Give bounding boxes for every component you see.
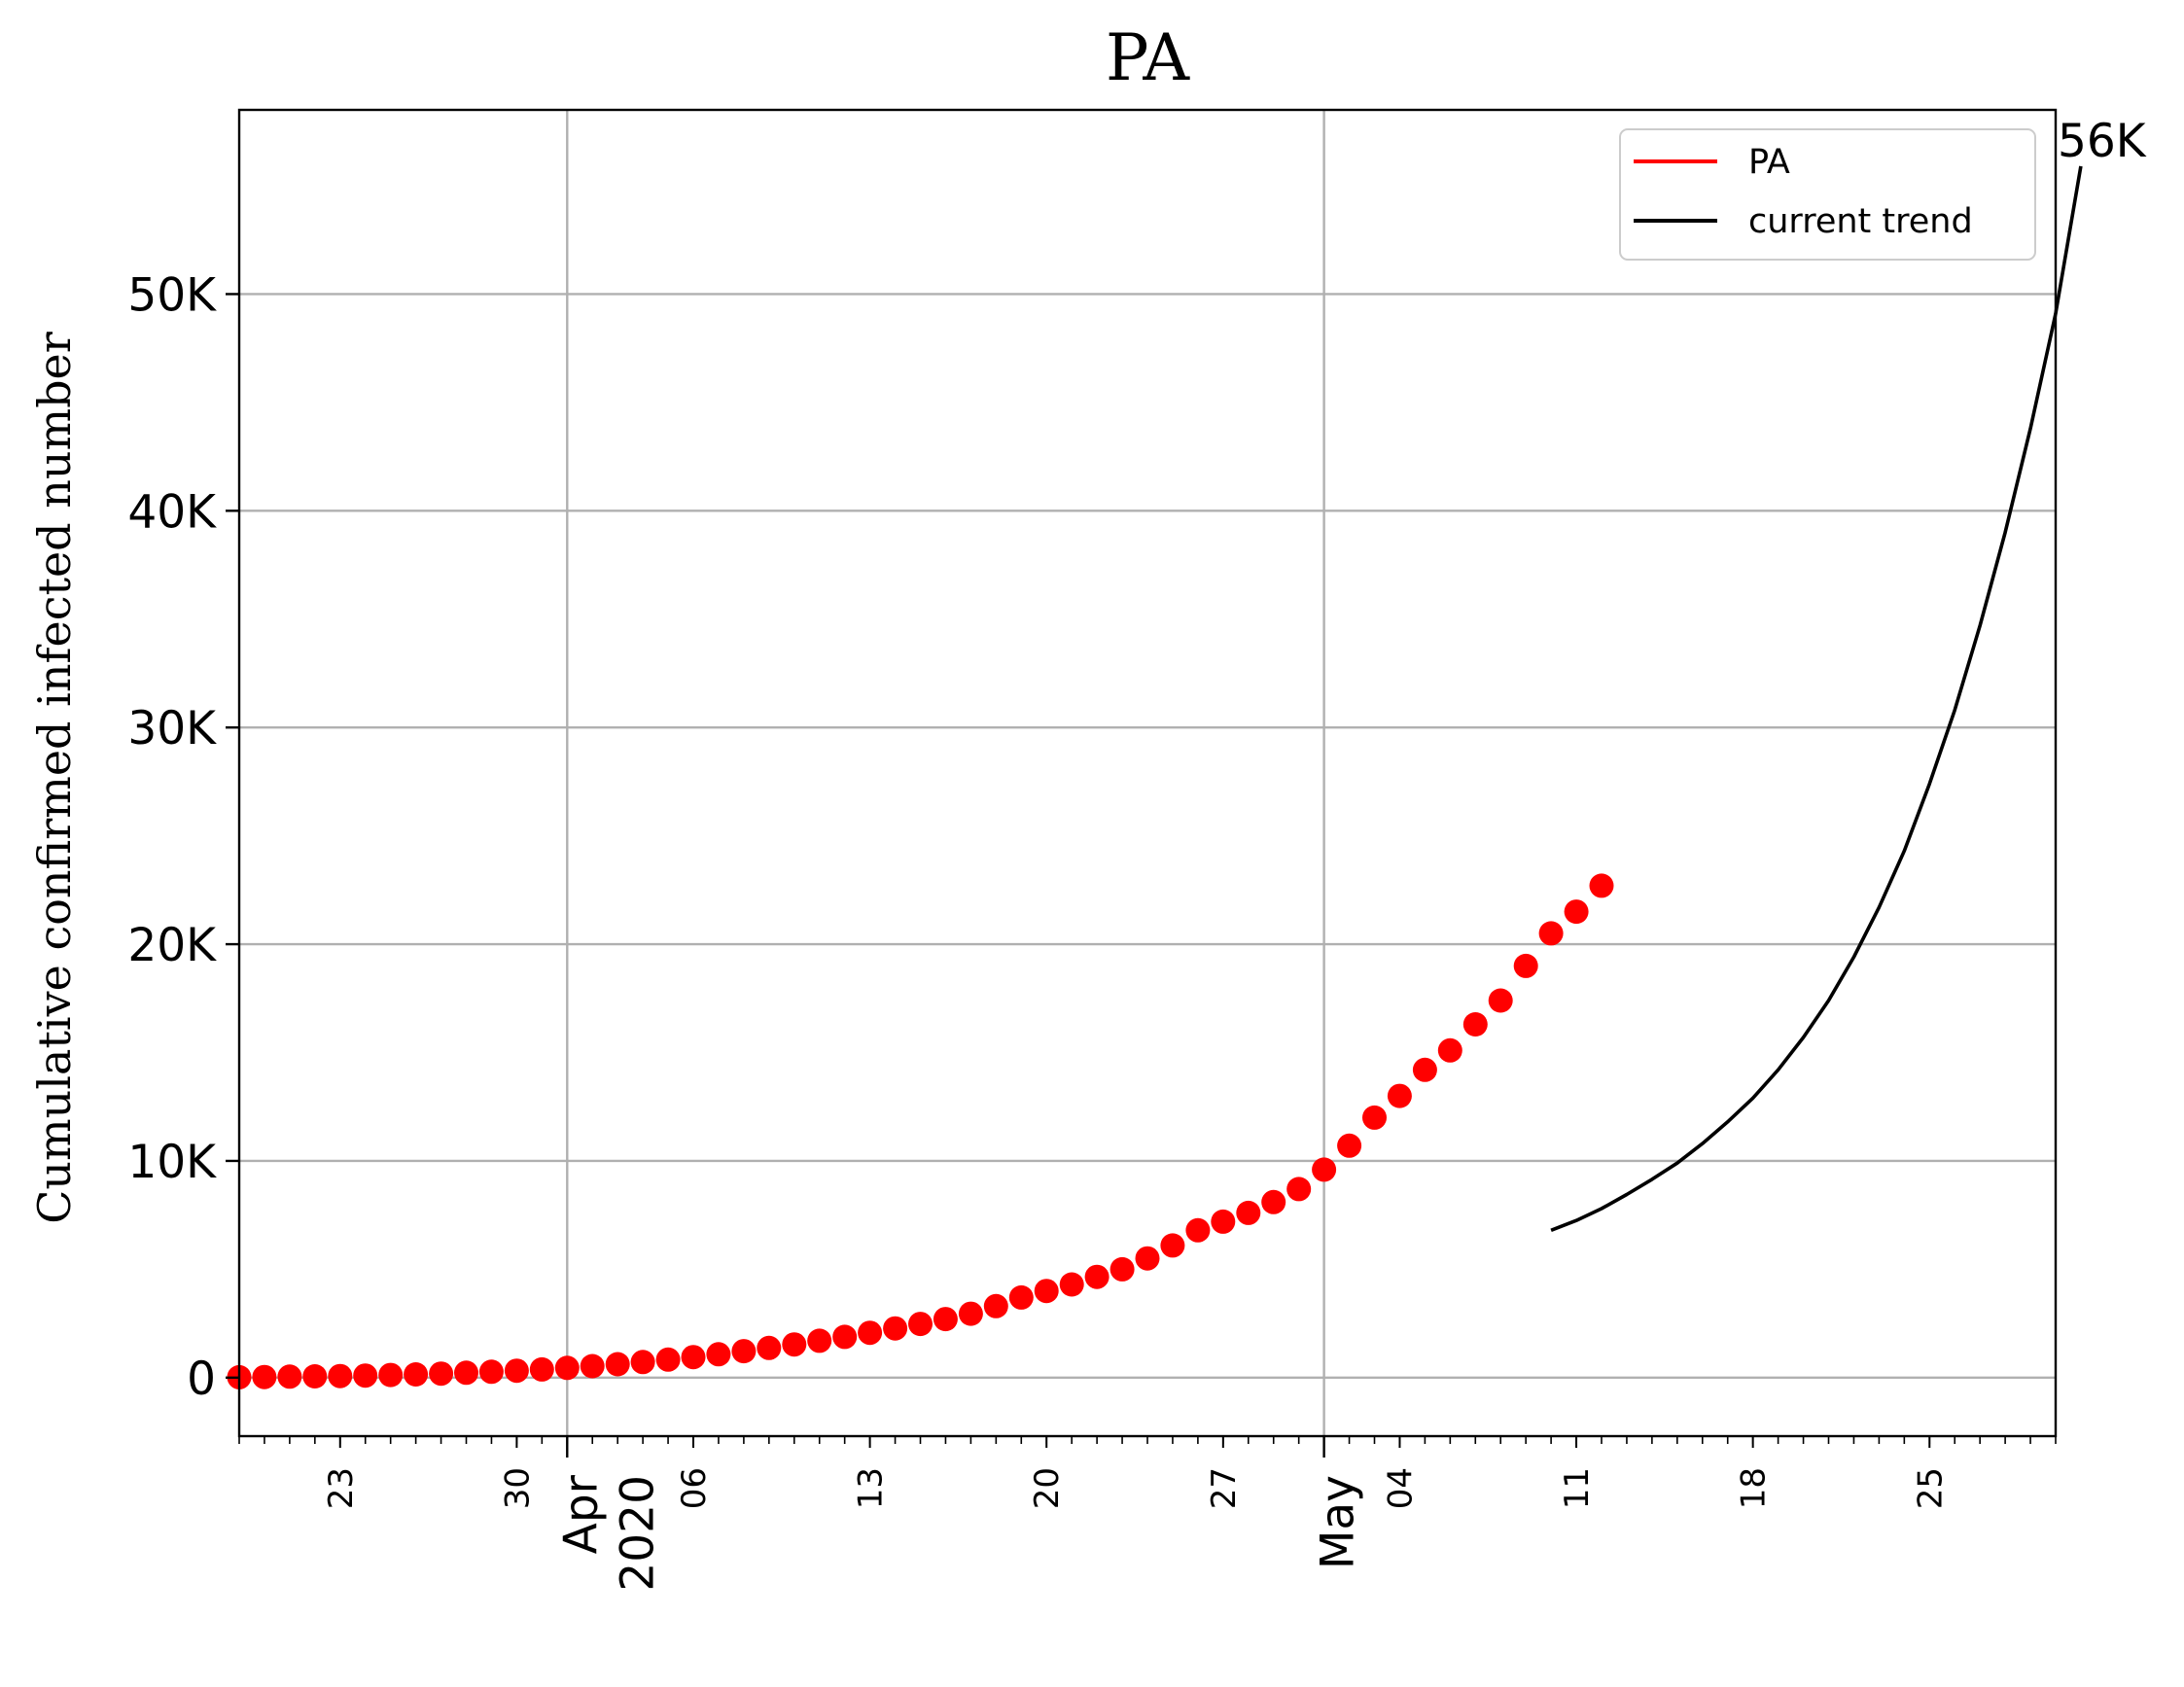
data-point <box>504 1358 529 1384</box>
data-point <box>1462 1012 1488 1037</box>
x-minor-tick-label: 13 <box>852 1467 891 1509</box>
data-point <box>529 1356 554 1382</box>
x-minor-tick-label: 25 <box>1911 1467 1950 1509</box>
data-point <box>353 1363 378 1388</box>
y-tick-label: 20K <box>127 919 217 972</box>
data-point <box>630 1350 655 1375</box>
data-point <box>277 1364 302 1389</box>
data-point <box>1110 1256 1135 1282</box>
x-minor-tick-label: 30 <box>498 1467 537 1509</box>
x-minor-tick-label: 18 <box>1735 1467 1774 1509</box>
chart-title: PA <box>1106 20 1190 95</box>
data-point <box>1084 1264 1110 1289</box>
data-point <box>1059 1272 1084 1297</box>
data-point <box>580 1353 605 1379</box>
legend-label-pa: PA <box>1748 143 1790 182</box>
annotations: 56K <box>2058 115 2147 168</box>
data-point <box>731 1339 757 1364</box>
data-point <box>328 1363 353 1388</box>
data-point <box>429 1361 454 1387</box>
data-point <box>1362 1105 1387 1130</box>
data-point <box>1261 1189 1286 1214</box>
data-point <box>958 1301 983 1326</box>
data-point <box>1286 1177 1312 1202</box>
data-point <box>706 1342 731 1367</box>
trend-line-layer <box>1550 165 2083 1232</box>
y-tick-label: 40K <box>127 485 217 539</box>
data-point <box>1312 1157 1337 1182</box>
x-minor-tick-label: 23 <box>322 1467 361 1509</box>
data-point <box>302 1364 328 1388</box>
x-major-tick-label: May <box>1312 1475 1365 1569</box>
y-axis-label: Cumulative confirmed infected number <box>28 332 81 1224</box>
data-point <box>883 1316 908 1341</box>
data-points-layer <box>227 873 1614 1389</box>
data-point <box>1564 899 1589 925</box>
data-point <box>1488 988 1513 1013</box>
x-minor-tick-label: 11 <box>1558 1467 1597 1509</box>
data-point <box>1008 1284 1034 1310</box>
data-point <box>757 1335 782 1360</box>
data-point <box>1211 1209 1236 1234</box>
data-point <box>655 1347 681 1372</box>
x-minor-tick-label: 04 <box>1381 1467 1420 1509</box>
data-point <box>1337 1133 1362 1158</box>
x-minor-tick-label: 20 <box>1028 1467 1067 1509</box>
ticks: 0 10K 20K 30K 40K 50K Apr 2020 May 23 30 06 13 20 27 04… <box>127 268 2057 1592</box>
data-point <box>378 1362 404 1388</box>
data-point <box>858 1320 883 1346</box>
x-minor-tick-label: 06 <box>675 1467 714 1509</box>
data-point <box>933 1307 958 1332</box>
data-point <box>1538 921 1564 946</box>
y-tick-label: 0 <box>187 1353 216 1406</box>
data-point <box>605 1352 630 1377</box>
data-point <box>1160 1233 1185 1258</box>
y-tick-label: 50K <box>127 268 217 322</box>
data-point <box>1387 1083 1412 1108</box>
data-point <box>681 1345 706 1370</box>
x-minor-tick-label: 27 <box>1205 1467 1244 1509</box>
data-point <box>404 1362 429 1387</box>
end-value-annotation: 56K <box>2058 115 2147 168</box>
data-point <box>1513 953 1538 978</box>
data-point <box>1412 1057 1437 1082</box>
data-point <box>1589 873 1614 898</box>
data-point <box>252 1364 277 1389</box>
legend-label-current-trend: current trend <box>1748 202 1973 241</box>
trend-line <box>1550 165 2083 1232</box>
data-point <box>908 1312 933 1337</box>
data-point <box>832 1324 858 1350</box>
data-point <box>1437 1037 1462 1063</box>
data-point <box>454 1360 478 1386</box>
data-point <box>554 1355 580 1381</box>
data-point <box>807 1328 832 1353</box>
y-tick-label: 30K <box>127 702 217 756</box>
y-tick-label: 10K <box>127 1136 217 1189</box>
data-point <box>1034 1279 1059 1304</box>
legend-box <box>1619 128 2036 261</box>
data-point <box>1135 1246 1160 1271</box>
data-point <box>1236 1200 1261 1225</box>
legend: PA current trend <box>1619 128 2036 261</box>
data-point <box>478 1359 504 1385</box>
data-point <box>782 1332 807 1357</box>
data-point <box>983 1293 1008 1318</box>
data-point <box>1185 1217 1211 1243</box>
x-major-tick-label: Apr <box>554 1474 608 1554</box>
x-major-tick-label: 2020 <box>611 1475 664 1592</box>
